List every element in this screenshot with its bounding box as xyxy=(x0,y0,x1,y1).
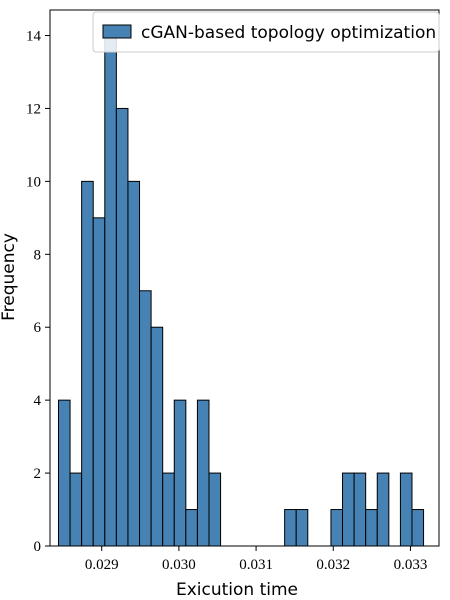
axes xyxy=(49,9,440,547)
legend-label: cGAN-based topology optimization xyxy=(141,23,436,43)
histogram-bar xyxy=(353,472,367,547)
histogram-bar xyxy=(104,35,117,547)
histogram-bar xyxy=(365,509,378,547)
histogram-bar xyxy=(162,472,175,547)
x-tick-label: 0.031 xyxy=(239,557,273,573)
legend-frame xyxy=(92,11,440,53)
x-tick-label: 0.032 xyxy=(316,557,350,573)
histogram-bar xyxy=(81,180,94,547)
x-tick-label: 0.030 xyxy=(162,557,196,573)
histogram-bar xyxy=(399,472,413,547)
x-tick-label: 0.029 xyxy=(85,557,119,573)
histogram-bar xyxy=(92,217,106,547)
histogram-bar xyxy=(208,472,222,547)
ticks: 0 2 4 6 8 10 12 14 0.029 0.030 0.031 0.032 0.033 xyxy=(26,29,427,573)
histogram-bar xyxy=(173,399,187,547)
y-tick-label: 2 xyxy=(34,466,42,482)
histogram-bar xyxy=(150,326,164,547)
histogram-bar xyxy=(295,509,309,547)
histogram-bar xyxy=(127,180,141,547)
x-axis-label: Exicution time xyxy=(176,580,298,600)
y-tick-label: 14 xyxy=(26,29,42,45)
legend-swatch xyxy=(102,24,132,39)
x-tick-label: 0.033 xyxy=(394,557,428,573)
histogram-bar xyxy=(411,509,425,547)
histogram-bar xyxy=(185,509,198,547)
y-tick-label: 0 xyxy=(34,539,42,555)
y-tick-label: 4 xyxy=(34,393,42,409)
histogram-bar xyxy=(196,399,210,547)
y-tick-label: 6 xyxy=(34,320,42,336)
histogram-bar xyxy=(57,399,71,547)
y-tick-label: 12 xyxy=(26,101,41,117)
histogram-bar xyxy=(284,509,297,547)
histogram-bar xyxy=(139,290,152,547)
histogram-bar xyxy=(330,509,344,547)
plot-frame xyxy=(49,9,440,547)
histogram-bar xyxy=(69,472,83,547)
histogram-bars xyxy=(57,35,425,547)
histogram-bar xyxy=(342,472,355,547)
histogram-bar xyxy=(115,107,129,547)
y-tick-label: 8 xyxy=(34,247,42,263)
legend: cGAN-based topology optimization xyxy=(92,11,440,53)
histogram-bar xyxy=(376,472,390,547)
y-tick-label: 10 xyxy=(26,174,41,190)
y-axis-label: Frequency xyxy=(0,233,19,321)
